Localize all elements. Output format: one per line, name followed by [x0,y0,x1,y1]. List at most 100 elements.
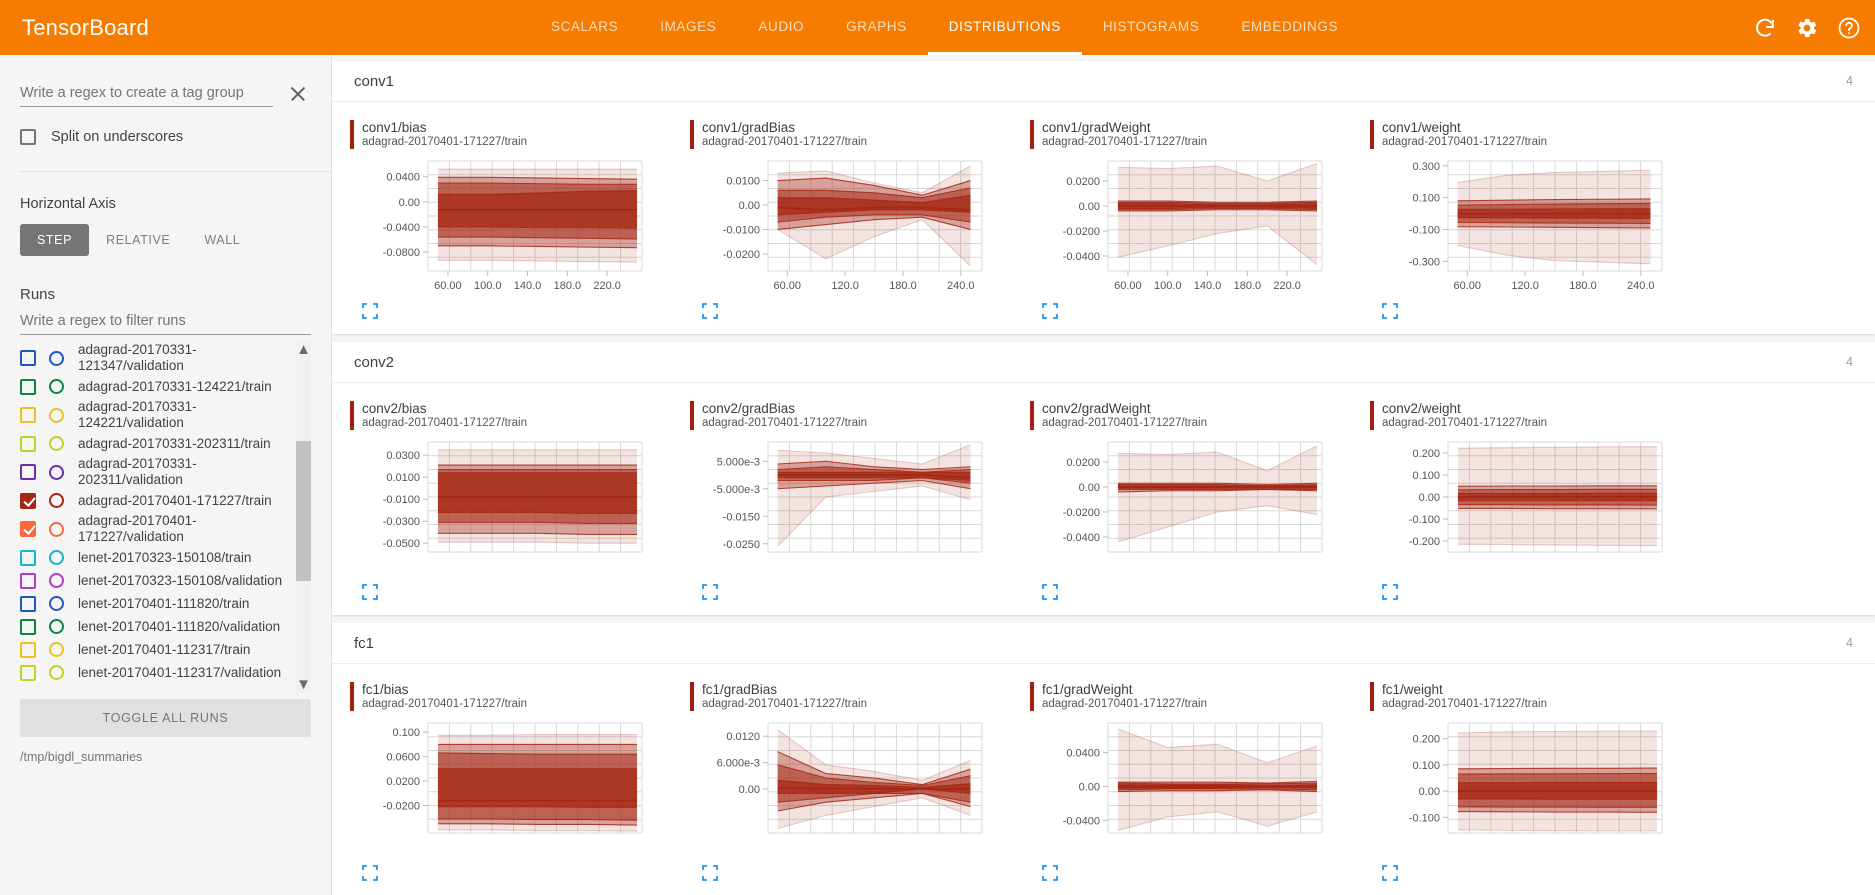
gear-icon[interactable] [1795,16,1819,40]
distribution-chart[interactable]: 0.0100 0.00 -0.0100 -0.0200 60.00 120.0 180.0 2… [690,151,990,301]
chart-tag-name: conv1/weight [1382,120,1461,135]
run-color-dot[interactable] [49,642,64,657]
run-color-bar [350,401,354,430]
run-item[interactable]: adagrad-20170401-171227/train [20,489,293,512]
tag-group-header[interactable]: fc1 4 [332,623,1875,664]
run-checkbox[interactable] [20,378,36,395]
nav-tab-images[interactable]: IMAGES [660,18,717,34]
distribution-chart[interactable]: 0.300 0.100 -0.100 -0.300 60.00 120.0 180.0 240… [1370,151,1670,301]
y-axis-tick-label: 0.0100 [726,176,760,188]
expand-icon[interactable] [362,865,378,881]
close-icon[interactable] [285,81,311,107]
x-axis-tick-label: 60.00 [1454,280,1482,292]
tag-group-header[interactable]: conv2 4 [332,342,1875,383]
tag-group-header[interactable]: conv1 4 [332,61,1875,102]
run-checkbox[interactable] [20,641,36,658]
run-checkbox[interactable] [20,595,36,612]
run-checkbox[interactable] [20,664,36,681]
distribution-band [777,780,971,794]
nav-tab-distributions[interactable]: DISTRIBUTIONS [927,0,1082,55]
expand-icon[interactable] [1042,584,1058,600]
distribution-chart[interactable]: 0.200 0.100 0.00 -0.100 -0.200 [1370,432,1670,582]
run-item[interactable]: lenet-20170401-112317/train [20,638,293,661]
distribution-chart[interactable]: 5.000e-3 -5.000e-3 -0.0150 -0.0250 [690,432,990,582]
run-checkbox[interactable] [20,435,36,452]
distribution-chart[interactable]: 0.100 0.0600 0.0200 -0.0200 [350,713,650,863]
split-on-underscores-row[interactable]: Split on underscores [20,129,311,145]
runs-filter-input[interactable] [20,311,311,335]
run-color-dot[interactable] [49,350,64,366]
run-checkbox[interactable] [20,464,36,480]
tag-group-regex-input[interactable] [20,83,273,107]
scroll-up-icon[interactable]: ▲ [296,341,311,358]
distribution-chart[interactable]: 0.0200 0.00 -0.0200 -0.0400 [1030,432,1330,582]
nav-tab-graphs[interactable]: GRAPHS [846,18,907,34]
expand-icon[interactable] [702,303,718,319]
nav-tab-histograms[interactable]: HISTOGRAMS [1102,18,1200,34]
horizontal-axis-relative[interactable]: RELATIVE [106,233,171,247]
expand-cell [350,303,690,324]
nav-tab-audio[interactable]: AUDIO [758,18,805,34]
distribution-chart[interactable]: 0.0200 0.00 -0.0200 -0.0400 60.00 100.0 140.0 1… [1030,151,1330,301]
refresh-icon[interactable] [1753,16,1777,40]
chart-cell: fc1/bias adagrad-20170401-171227/train 0.1… [332,674,672,863]
scroll-down-icon[interactable]: ▼ [296,676,311,693]
expand-icon[interactable] [362,303,378,319]
run-checkbox[interactable] [20,618,36,635]
run-item[interactable]: adagrad-20170331-124221/validation [20,398,293,432]
nav-tab-scalars[interactable]: SCALARS [551,18,619,34]
run-checkbox[interactable] [20,549,36,566]
run-color-dot[interactable] [49,596,64,611]
run-color-dot[interactable] [49,550,64,565]
run-color-dot[interactable] [49,436,64,451]
run-checkbox[interactable] [20,350,36,366]
horizontal-axis-step[interactable]: STEP [20,224,90,256]
run-item[interactable]: adagrad-20170331-121347/validation [20,341,293,375]
distribution-chart[interactable]: 0.200 0.100 0.00 -0.100 [1370,713,1670,863]
run-color-dot[interactable] [49,573,64,588]
run-item[interactable]: lenet-20170323-150108/train [20,546,293,569]
run-item[interactable]: adagrad-20170401-171227/validation [20,512,293,546]
run-color-dot[interactable] [49,521,64,537]
expand-icon[interactable] [362,584,378,600]
run-color-dot[interactable] [49,493,64,508]
run-checkbox[interactable] [20,492,36,509]
run-item[interactable]: lenet-20170401-111820/validation [20,615,293,638]
run-name: lenet-20170323-150108/train [78,549,252,565]
run-color-dot[interactable] [49,665,64,680]
nav-tab-embeddings[interactable]: EMBEDDINGS [1241,18,1339,34]
run-color-dot[interactable] [49,464,64,480]
run-item[interactable]: lenet-20170323-150108/validation [20,569,293,592]
run-item[interactable]: lenet-20170401-111820/train [20,592,293,615]
run-item[interactable]: adagrad-20170331-202311/train [20,432,293,455]
horizontal-axis-wall[interactable]: WALL [204,233,241,247]
run-item[interactable]: lenet-20170401-112317/validation [20,661,293,684]
distribution-chart[interactable]: 0.0120 6.000e-3 0.00 [690,713,990,863]
run-checkbox[interactable] [20,407,36,423]
help-icon[interactable] [1837,16,1861,40]
y-axis-tick-label: -0.0400 [1063,251,1100,263]
expand-icon[interactable] [1042,865,1058,881]
run-checkbox[interactable] [20,572,36,589]
distribution-chart[interactable]: 0.0300 0.0100 -0.0100 -0.0300 -0.0500 [350,432,650,582]
run-color-dot[interactable] [49,407,64,423]
expand-icon[interactable] [1042,303,1058,319]
split-on-underscores-checkbox[interactable] [20,129,36,145]
horizontal-axis-label: Horizontal Axis [20,196,116,212]
run-color-dot[interactable] [49,619,64,634]
run-item[interactable]: adagrad-20170331-202311/validation [20,455,293,489]
expand-icon[interactable] [1382,303,1398,319]
expand-icon[interactable] [1382,584,1398,600]
distribution-chart[interactable]: 0.0400 0.00 -0.0400 -0.0800 60.00 100.0 140.0 1… [350,151,650,301]
toggle-all-runs-button[interactable]: TOGGLE ALL RUNS [20,699,311,737]
run-item[interactable]: adagrad-20170331-124221/train [20,375,293,398]
distribution-chart[interactable]: 0.0400 0.00 -0.0400 [1030,713,1330,863]
run-color-dot[interactable] [49,379,64,394]
y-axis-tick-label: 0.00 [399,197,420,209]
runs-scrollbar-thumb[interactable] [296,441,311,581]
expand-icon[interactable] [702,865,718,881]
expand-icon[interactable] [702,584,718,600]
run-checkbox[interactable] [20,521,36,537]
x-axis-tick-label: 180.0 [889,280,917,292]
expand-icon[interactable] [1382,865,1398,881]
